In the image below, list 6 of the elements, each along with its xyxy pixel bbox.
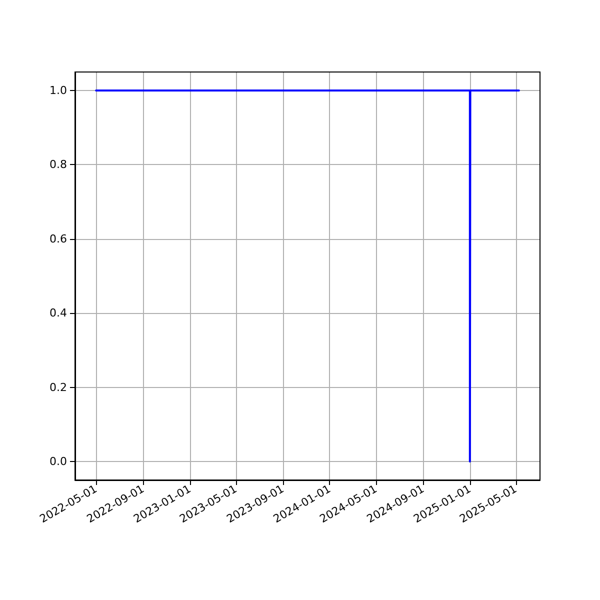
y-tick-label: 0.2	[50, 380, 67, 394]
y-tick-label: 0.0	[50, 454, 67, 468]
y-tick-label: 0.4	[50, 306, 67, 320]
y-tick-label: 1.0	[50, 84, 67, 98]
y-tick-label: 0.8	[50, 158, 67, 172]
y-tick-label: 0.6	[50, 232, 67, 246]
